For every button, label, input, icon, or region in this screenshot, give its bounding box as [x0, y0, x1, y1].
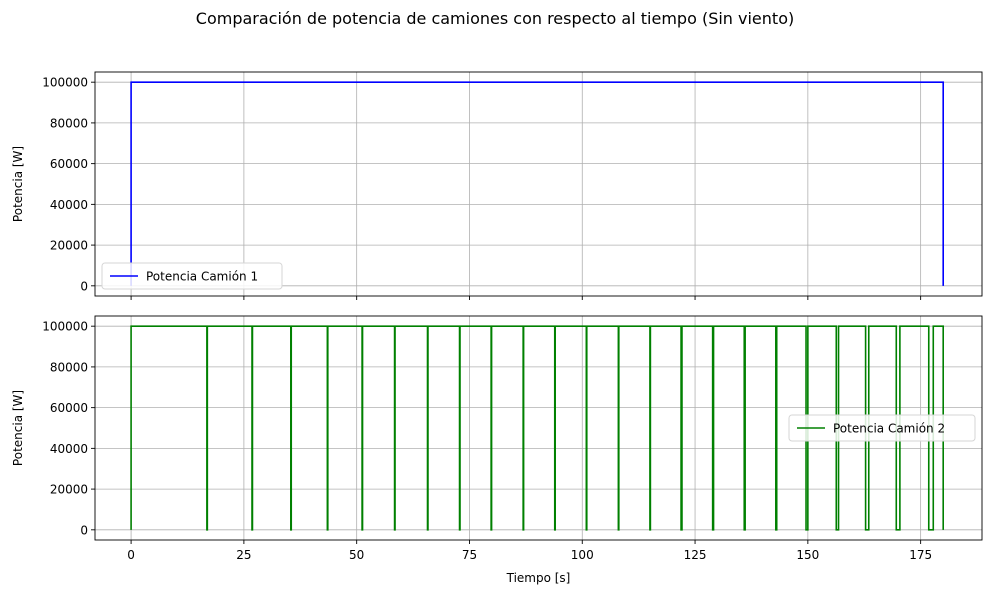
y-tick-label: 80000	[50, 116, 88, 130]
bottom-plot-panel: 0 25 50 75 100 125 150 175 0 20000 40000 60000 80000…	[11, 315, 983, 585]
top-plot-panel: 0 20000 40000 60000 80000 100000 Potencia [W] P…	[11, 71, 983, 300]
y-tick-label: 20000	[50, 483, 88, 497]
y-axis-label: Potencia [W]	[11, 146, 25, 222]
legend-box	[101, 262, 283, 290]
y-tick-label: 20000	[50, 239, 88, 253]
y-tick-label: 0	[80, 279, 88, 293]
series-line	[130, 81, 944, 286]
legend-label: Potencia Camión 2	[833, 422, 945, 436]
y-tick-label: 40000	[50, 442, 88, 456]
x-tick-label: 100	[571, 548, 594, 562]
x-tick-label: 0	[127, 548, 135, 562]
legend-label: Potencia Camión 1	[146, 270, 258, 284]
y-tick-label: 100000	[42, 76, 88, 90]
legend-box	[788, 414, 976, 442]
series-line	[130, 325, 944, 531]
y-tick-label: 80000	[50, 360, 88, 374]
x-axis-label: Tiempo [s]	[506, 571, 571, 585]
y-tick-label: 60000	[50, 157, 88, 171]
x-tick-label: 175	[909, 548, 932, 562]
x-tick-label: 150	[796, 548, 819, 562]
x-tick-label: 25	[236, 548, 251, 562]
figure-title: Comparación de potencia de camiones con …	[196, 9, 794, 28]
axes-frame	[94, 71, 983, 297]
y-tick-label: 0	[80, 523, 88, 537]
y-tick-label: 40000	[50, 198, 88, 212]
x-tick-label: 50	[349, 548, 364, 562]
axes-frame	[94, 315, 983, 541]
y-axis-label: Potencia [W]	[11, 390, 25, 466]
legend: Potencia Camión 2	[788, 414, 976, 442]
legend: Potencia Camión 1	[101, 262, 283, 290]
x-tick-label: 75	[462, 548, 477, 562]
x-tick-label: 125	[684, 548, 707, 562]
y-tick-label: 60000	[50, 401, 88, 415]
y-tick-label: 100000	[42, 320, 88, 334]
